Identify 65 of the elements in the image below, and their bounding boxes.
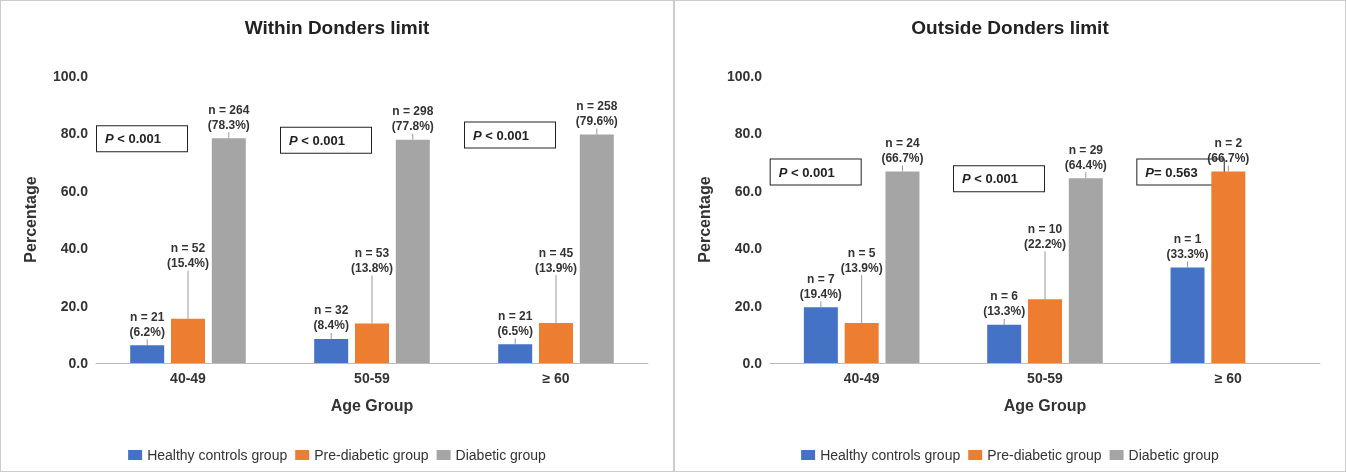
annotation: P= 0.563 <box>1145 164 1198 180</box>
data-label: n = 2 (66.7%) <box>1207 136 1250 166</box>
data-label: n = 6 (13.3%) <box>983 289 1026 319</box>
data-label: n = 24 (66.7%) <box>881 136 924 166</box>
data-label: n = 5 (13.9%) <box>840 245 883 275</box>
bar <box>844 323 879 363</box>
y-tick-label: 0.0 <box>68 355 89 371</box>
x-tick-label: 40-49 <box>170 370 207 386</box>
data-label: n = 7 (19.4%) <box>799 271 842 301</box>
y-tick-label: 20.0 <box>60 297 89 314</box>
bar <box>1170 267 1205 363</box>
data-label: n = 21 (6.2%) <box>129 309 165 339</box>
x-tick-label: 50-59 <box>1027 370 1064 386</box>
data-label: n = 264 (78.3%) <box>207 102 250 132</box>
legend-label: Diabetic group <box>455 447 547 463</box>
x-axis-title: Age Group <box>330 396 414 414</box>
x-tick-label: 50-59 <box>354 370 391 386</box>
legend-label: Healthy controls group <box>147 447 288 463</box>
y-tick-label: 20.0 <box>734 297 763 314</box>
data-label: n = 52 (15.4%) <box>166 241 210 271</box>
data-label: n = 32 (8.4%) <box>313 303 349 333</box>
y-axis-title: Percentage <box>695 176 713 263</box>
y-axis-title: Percentage <box>21 176 39 263</box>
data-label: n = 53 (13.8%) <box>350 245 394 275</box>
bar <box>803 307 838 363</box>
legend-label: Healthy controls group <box>820 447 961 463</box>
data-label: n = 1 (33.3%) <box>1166 231 1209 261</box>
annotation: P < 0.001 <box>289 132 346 148</box>
y-tick-label: 100.0 <box>726 68 763 84</box>
bar <box>987 324 1022 363</box>
annotation: P < 0.001 <box>473 127 530 143</box>
bar <box>539 323 573 363</box>
y-tick-label: 80.0 <box>60 125 89 142</box>
data-label: n = 21 (6.5%) <box>497 308 533 338</box>
bar <box>498 344 533 363</box>
y-tick-label: 80.0 <box>734 125 763 142</box>
y-tick-label: 60.0 <box>60 182 89 199</box>
data-label: n = 298 (77.8%) <box>391 104 434 134</box>
bar <box>130 345 165 363</box>
chart-title: Outside Donders limit <box>911 17 1110 38</box>
data-label: n = 29 (64.4%) <box>1064 142 1107 172</box>
x-tick-label: ≥ 60 <box>542 370 570 386</box>
y-tick-label: 100.0 <box>52 68 89 84</box>
data-label: n = 45 (13.9%) <box>534 245 578 275</box>
annotation: P < 0.001 <box>105 131 162 147</box>
bar <box>1211 171 1246 363</box>
bar <box>1028 299 1062 363</box>
data-label: n = 10 (22.2%) <box>1023 221 1067 251</box>
x-tick-label: ≥ 60 <box>1214 370 1243 386</box>
bar <box>171 318 205 363</box>
x-axis-title: Age Group <box>1003 396 1087 414</box>
legend-label: Diabetic group <box>1128 447 1220 463</box>
legend-label: Pre-diabetic group <box>987 447 1102 463</box>
annotation: P < 0.001 <box>778 164 835 180</box>
legend-label: Pre-diabetic group <box>314 447 429 463</box>
y-tick-label: 60.0 <box>734 182 763 199</box>
annotation: P < 0.001 <box>962 171 1019 187</box>
data-label: n = 258 (79.6%) <box>575 99 618 129</box>
bar <box>355 323 389 363</box>
x-tick-label: 40-49 <box>843 370 880 386</box>
y-tick-label: 40.0 <box>60 240 89 257</box>
y-tick-label: 0.0 <box>742 355 763 371</box>
y-tick-label: 40.0 <box>734 240 763 257</box>
bar <box>314 338 349 363</box>
chart-title: Within Donders limit <box>244 17 430 38</box>
